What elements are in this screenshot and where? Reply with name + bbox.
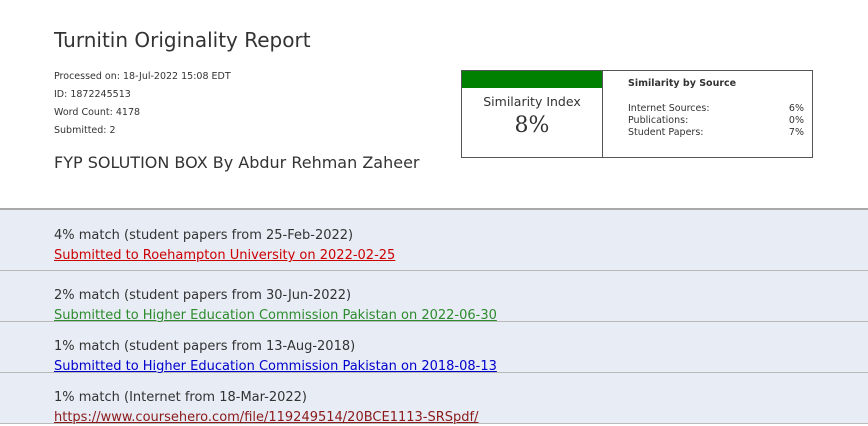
match-source-link[interactable]: https://www.coursehero.com/file/11924951… [54,410,479,425]
similarity-box: Similarity Index 8% Similarity by Source… [461,70,813,158]
source-label: Publications: [628,115,689,126]
document-title: FYP SOLUTION BOX By Abdur Rehman Zaheer [54,153,420,172]
match-description: 2% match (student papers from 30-Jun-202… [54,288,352,303]
similarity-index-panel: Similarity Index 8% [462,71,603,157]
source-value: 6% [788,103,804,114]
match-source-link[interactable]: Submitted to Higher Education Commission… [54,308,497,323]
source-value: 7% [788,127,804,138]
match-source-link[interactable]: Submitted to Higher Education Commission… [54,359,497,374]
match-description: 4% match (student papers from 25-Feb-202… [54,228,354,243]
report-title: Turnitin Originality Report [54,28,311,52]
report-metadata: Processed on: 18-Jul-2022 15:08 EDT ID: … [54,68,231,140]
similarity-index-value: 8% [514,113,550,138]
match-item: 1% match (student papers from 13-Aug-201… [0,322,868,374]
source-label: Internet Sources: [628,103,710,114]
word-count: Word Count: 4178 [54,107,141,118]
source-row-student-papers: Student Papers: 7% [628,127,804,139]
similarity-index-label: Similarity Index [483,94,581,109]
report-header: Turnitin Originality Report Processed on… [0,0,868,210]
match-item: 1% match (Internet from 18-Mar-2022) htt… [0,373,868,425]
source-value: 0% [788,115,804,126]
match-item: 4% match (student papers from 25-Feb-202… [0,210,868,271]
match-description: 1% match (student papers from 13-Aug-201… [54,339,356,354]
source-row-internet: Internet Sources: 6% [628,103,804,115]
submitted-count: Submitted: 2 [54,125,116,136]
similarity-by-source-title: Similarity by Source [628,78,737,89]
similarity-by-source-panel: Similarity by Source Internet Sources: 6… [603,71,812,157]
processed-on: Processed on: 18-Jul-2022 15:08 EDT [54,71,231,82]
source-row-publications: Publications: 0% [628,115,804,127]
match-description: 1% match (Internet from 18-Mar-2022) [54,390,307,405]
match-list: 4% match (student papers from 25-Feb-202… [0,210,868,425]
source-label: Student Papers: [628,127,704,138]
match-item: 2% match (student papers from 30-Jun-202… [0,271,868,323]
similarity-index-bar [462,71,602,88]
report-id: ID: 1872245513 [54,89,131,100]
match-source-link[interactable]: Submitted to Roehampton University on 20… [54,248,396,263]
